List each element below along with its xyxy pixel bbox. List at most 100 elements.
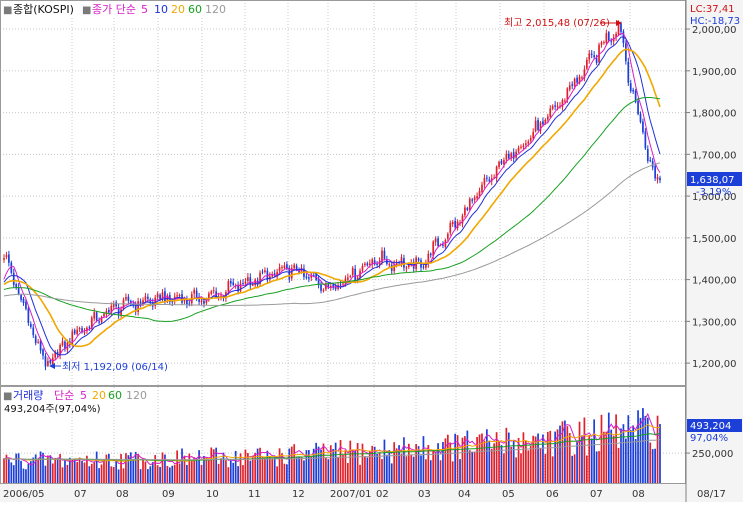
candle-up [573,78,576,87]
candle-down [437,238,439,246]
candle-down [488,179,491,181]
volume-bar-up [207,460,210,483]
volume-bar-up [517,437,520,483]
candle-up [549,108,552,117]
volume-bar-up [290,446,293,483]
volume-bar-down [422,436,425,483]
volume-bar-up [110,466,113,483]
ma20-legend: 20 [171,3,185,16]
candle-down [651,161,654,168]
volume-bar-up [505,427,508,483]
candle-up [112,303,115,307]
candle-down [507,153,510,159]
candle-down [373,260,376,265]
candle-up [505,153,508,160]
ma-legend-checkbox[interactable]: ■ [82,5,91,16]
x-axis-label: 2006/05 [3,489,45,500]
x-axis-label: 10 [206,489,219,500]
candle-down [610,40,613,42]
volume-bar-up [261,456,264,483]
candle-up [93,312,96,319]
volume-bar-up [351,449,354,483]
volume-plot [3,408,661,483]
volume-bar-down [288,448,291,483]
volume-bar-up [86,455,88,483]
price-tick-label: 1,400,00 [692,276,737,287]
price-tick-label: 1,200,00 [692,359,737,370]
x-axis-label: 03 [418,489,431,500]
candle-up [395,262,398,266]
volume-bar-up [220,458,222,483]
ma120-legend: 120 [205,3,226,16]
volume-bar-down [625,438,627,483]
volume-bar-down [134,451,137,483]
volume-bar-up [556,429,559,483]
volume-bar-up [310,456,313,483]
candle-down [625,43,627,61]
volume-bar-down [466,430,469,483]
volume-legend[interactable]: ■ 거래량 단순 5 20 60 120 493,204주(97,04%) [3,389,147,415]
candle-up [281,267,283,269]
candle-up [388,264,391,266]
volume-bar-up [432,450,435,483]
candle-down [108,309,110,313]
volume-bar-down [8,458,10,483]
candle-down [203,300,205,304]
volume-bar-up [190,460,193,483]
candle-down [20,294,22,300]
price-legend-checkbox[interactable]: ■ [3,5,12,16]
candle-down [56,352,59,355]
volume-bar-down [537,433,539,483]
candle-up [600,42,603,45]
candle-up [566,88,569,101]
volume-bar-up [612,435,615,483]
volume-bar-up [478,434,481,483]
volume-legend-checkbox[interactable]: ■ [3,391,12,402]
volume-bar-down [642,408,644,483]
candle-down [12,272,15,285]
candle-up [476,196,478,199]
x-axis-label: 11 [248,489,261,500]
volume-bar-up [410,454,413,483]
candle-down [186,298,188,305]
candle-up [54,351,57,358]
candle-down [298,269,300,273]
candle-up [137,301,139,313]
ma-legend-label: 종가 단순 [92,3,136,16]
candle-up [432,241,435,256]
candle-down [8,254,10,263]
candle-up [400,257,403,265]
candle-up [259,272,261,284]
volume-bar-down [420,455,422,483]
candle-up [361,266,364,271]
ma10-legend: 10 [154,3,168,16]
candle-up [525,143,527,145]
candle-down [422,266,425,268]
candle-up [290,268,293,279]
volume-bar-down [542,434,544,483]
volume-bar-up [166,465,169,483]
x-axis-label: 09 [162,489,175,500]
candle-up [142,300,144,305]
volume-bar-down [195,457,198,483]
volume-bar-down [590,438,593,483]
x-axis-label: 12 [292,489,305,500]
candle-down [171,301,174,303]
price-legend[interactable]: ■ 종합(KOSPI) ■ 종가 단순 5 10 20 60 120 [2,2,226,16]
volume-bar-up [490,448,493,483]
volume-bar-down [303,460,305,483]
candle-down [198,296,200,302]
volume-bar-up [381,459,383,483]
volume-bar-down [576,441,578,483]
volume-bar-up [47,455,49,483]
price-axis: 2,000,00 1,900,00 1,800,00 1,700,00 1,600,00… [686,25,737,370]
price-tick-label: 2,000,00 [692,25,737,36]
volume-bar-up [617,447,620,483]
candle-down [195,290,198,298]
candle-up [3,258,5,260]
candle-up [293,264,296,269]
volume-bar-up [615,414,617,483]
volume-bar-down [388,450,391,483]
